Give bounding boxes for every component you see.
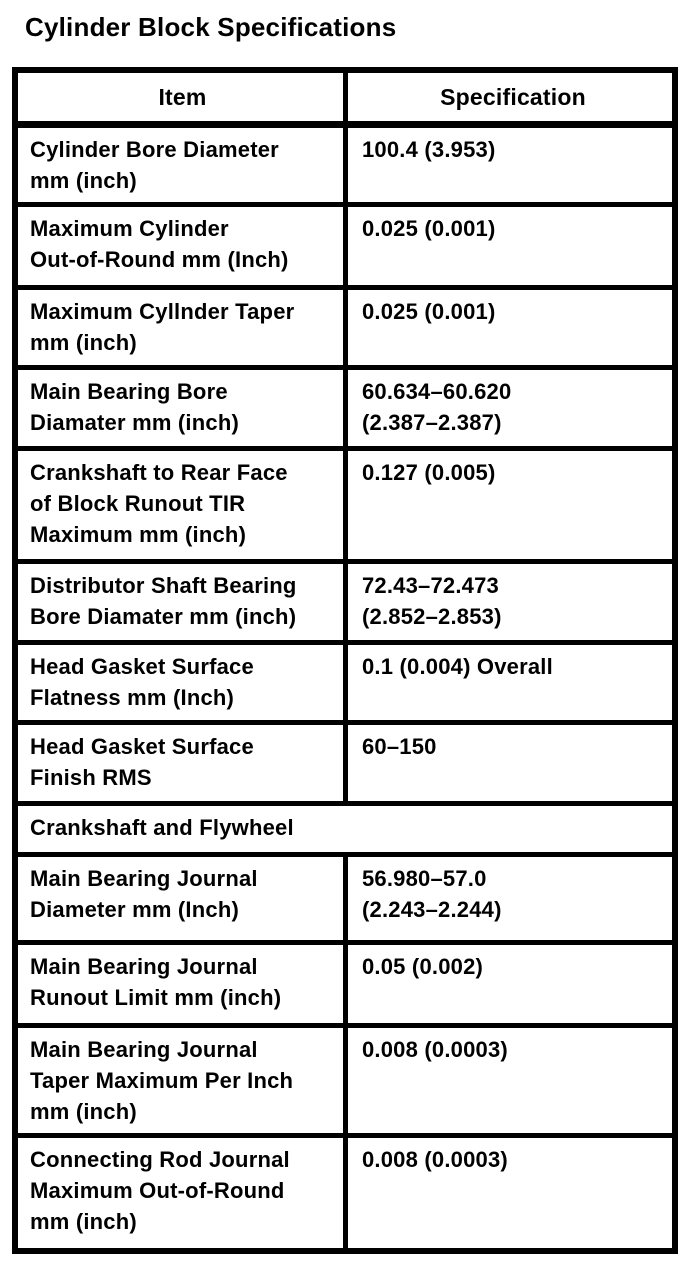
table-row: Maximum Cyllnder Taper mm (inch) 0.025 (… <box>18 290 672 370</box>
column-header-item: Item <box>18 73 348 121</box>
item-cell: Head Gasket Surface Flatness mm (Inch) <box>18 645 348 720</box>
spec-cell: 0.025 (0.001) <box>362 216 496 241</box>
table-row: Crankshaft to Rear Face of Block Runout … <box>18 451 672 564</box>
spec-cell: 60.634–60.620 (2.387–2.387) <box>362 379 512 435</box>
section-label: Crankshaft and Flywheel <box>30 815 294 840</box>
item-cell: Main Bearing Journal Diameter mm (Inch) <box>18 857 348 940</box>
item-cell: Main Bearing Journal Taper Maximum Per I… <box>18 1028 348 1133</box>
specifications-table: Item Specification Cylinder Bore Diamete… <box>12 67 678 1254</box>
spec-cell: 0.1 (0.004) Overall <box>362 654 553 679</box>
page-title: Cylinder Block Specifications <box>25 12 397 42</box>
spec-cell: 56.980–57.0 (2.243–2.244) <box>362 866 502 922</box>
table-row: Distributor Shaft Bearing Bore Diamater … <box>18 564 672 645</box>
item-cell: Main Bearing Bore Diamater mm (inch) <box>18 370 348 446</box>
item-cell: Cylinder Bore Diameter mm (inch) <box>18 128 348 202</box>
table-row: Main Bearing Journal Runout Limit mm (in… <box>18 945 672 1028</box>
item-cell: Maximum Cylinder Out-of-Round mm (Inch) <box>18 207 348 285</box>
section-row-crankshaft-and-flywheel: Crankshaft and Flywheel <box>18 806 672 857</box>
spec-cell: 60–150 <box>362 734 437 759</box>
table-row: Cylinder Bore Diameter mm (inch) 100.4 (… <box>18 128 672 207</box>
table-row: Connecting Rod Journal Maximum Out-of-Ro… <box>18 1138 672 1248</box>
table-row: Head Gasket Surface Flatness mm (Inch) 0… <box>18 645 672 725</box>
item-cell: Distributor Shaft Bearing Bore Diamater … <box>18 564 348 640</box>
item-cell: Maximum Cyllnder Taper mm (inch) <box>18 290 348 365</box>
item-cell: Connecting Rod Journal Maximum Out-of-Ro… <box>18 1138 348 1248</box>
item-cell: Head Gasket Surface Finish RMS <box>18 725 348 801</box>
spec-cell: 0.127 (0.005) <box>362 460 496 485</box>
table-row: Main Bearing Journal Diameter mm (Inch) … <box>18 857 672 945</box>
spec-cell: 0.008 (0.0003) <box>362 1147 508 1172</box>
item-cell: Crankshaft to Rear Face of Block Runout … <box>18 451 348 559</box>
column-header-specification: Specification <box>440 84 586 110</box>
spec-cell: 0.008 (0.0003) <box>362 1037 508 1062</box>
spec-cell: 100.4 (3.953) <box>362 137 496 162</box>
item-cell: Main Bearing Journal Runout Limit mm (in… <box>18 945 348 1023</box>
table-row: Main Bearing Bore Diamater mm (inch) 60.… <box>18 370 672 451</box>
table-row: Head Gasket Surface Finish RMS 60–150 <box>18 725 672 806</box>
spec-cell: 0.05 (0.002) <box>362 954 484 979</box>
spec-cell: 0.025 (0.001) <box>362 299 496 324</box>
table-row: Maximum Cylinder Out-of-Round mm (Inch) … <box>18 207 672 290</box>
spec-cell: 72.43–72.473 (2.852–2.853) <box>362 573 502 629</box>
table-row: Main Bearing Journal Taper Maximum Per I… <box>18 1028 672 1138</box>
table-header-row: Item Specification <box>18 73 672 128</box>
